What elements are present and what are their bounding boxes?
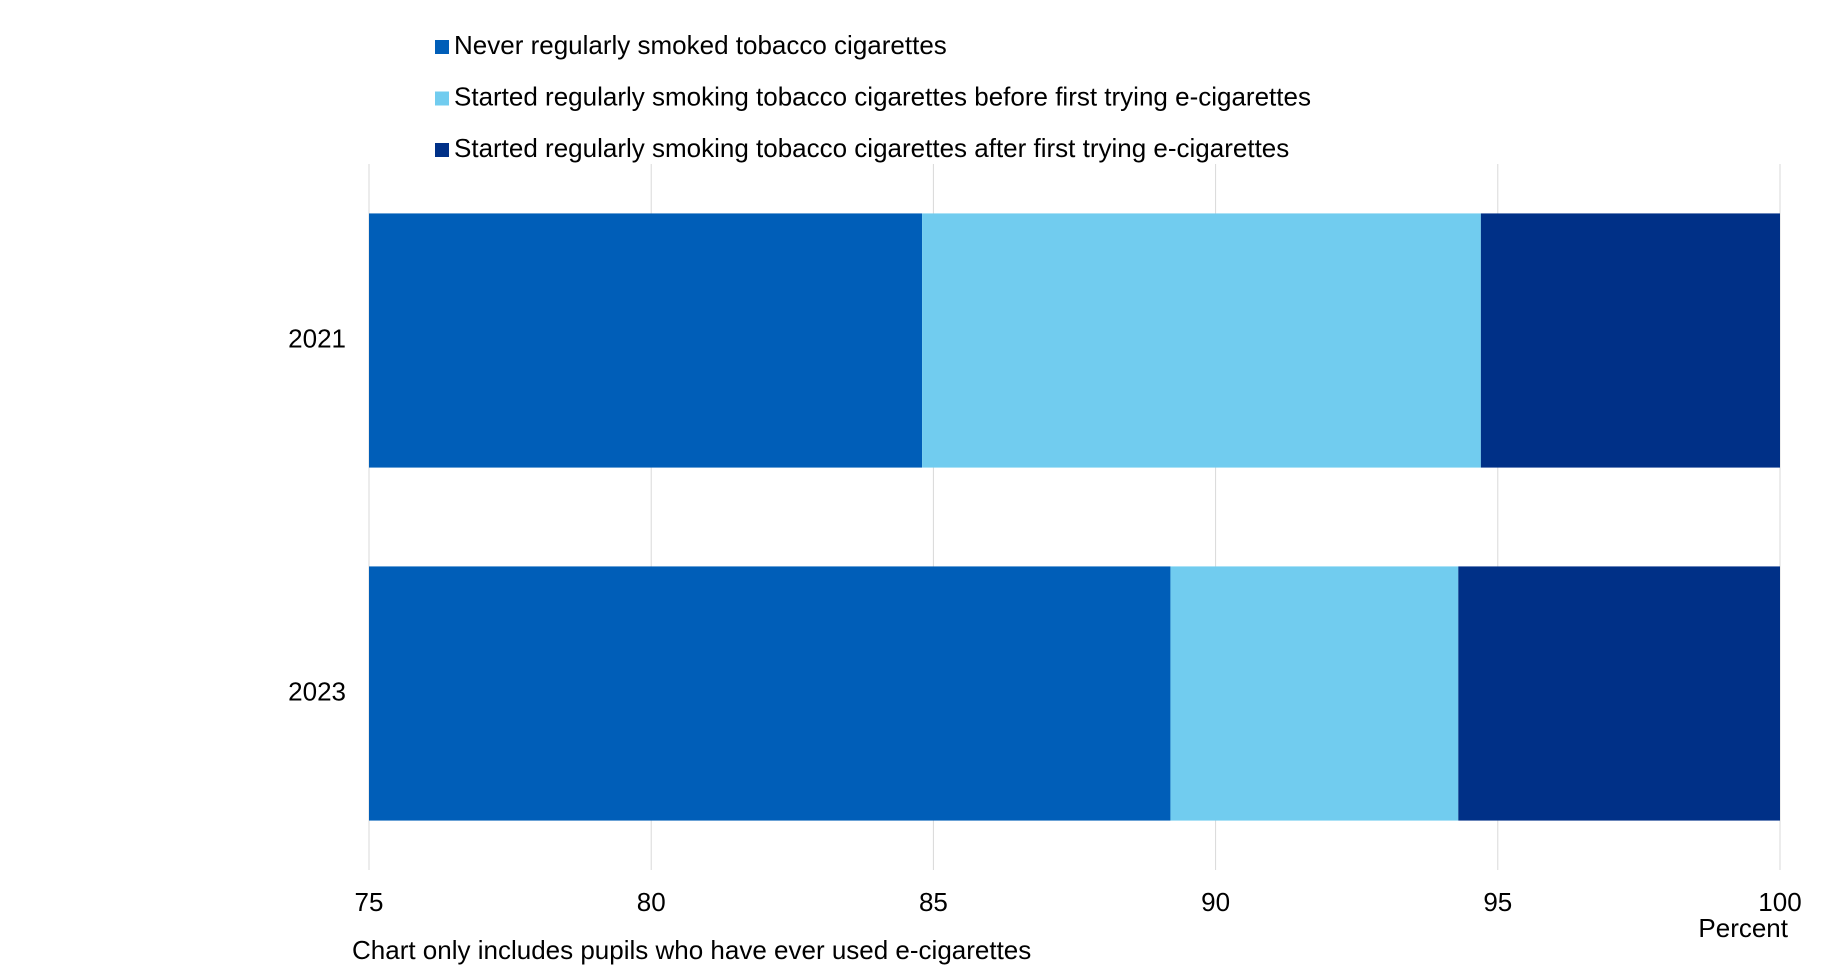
legend-label: Started regularly smoking tobacco cigare…	[454, 133, 1289, 163]
legend-swatch	[435, 143, 449, 157]
bar-segment	[1170, 566, 1459, 821]
bar-segment	[1480, 213, 1780, 468]
legend-swatch	[435, 91, 449, 106]
legend-label: Started regularly smoking tobacco cigare…	[454, 81, 1311, 111]
x-axis-label: Percent	[1698, 913, 1788, 943]
x-tick-label: 95	[1483, 887, 1512, 917]
x-tick-label: 85	[919, 887, 948, 917]
y-tick-label: 2023	[288, 676, 346, 706]
y-tick-label: 2021	[288, 323, 346, 353]
x-tick-label: 100	[1758, 887, 1801, 917]
x-tick-label: 75	[355, 887, 384, 917]
bars	[369, 213, 1780, 821]
legend-label: Never regularly smoked tobacco cigarette…	[454, 30, 947, 60]
x-tick-label: 80	[637, 887, 666, 917]
bar-segment	[1458, 566, 1780, 821]
note: Chart only includes pupils who have ever…	[352, 935, 1031, 965]
legend-swatch	[435, 40, 449, 54]
x-tick-label: 90	[1201, 887, 1230, 917]
bar-segment	[369, 566, 1171, 821]
bar-segment	[369, 213, 923, 468]
bar-segment	[922, 213, 1481, 468]
